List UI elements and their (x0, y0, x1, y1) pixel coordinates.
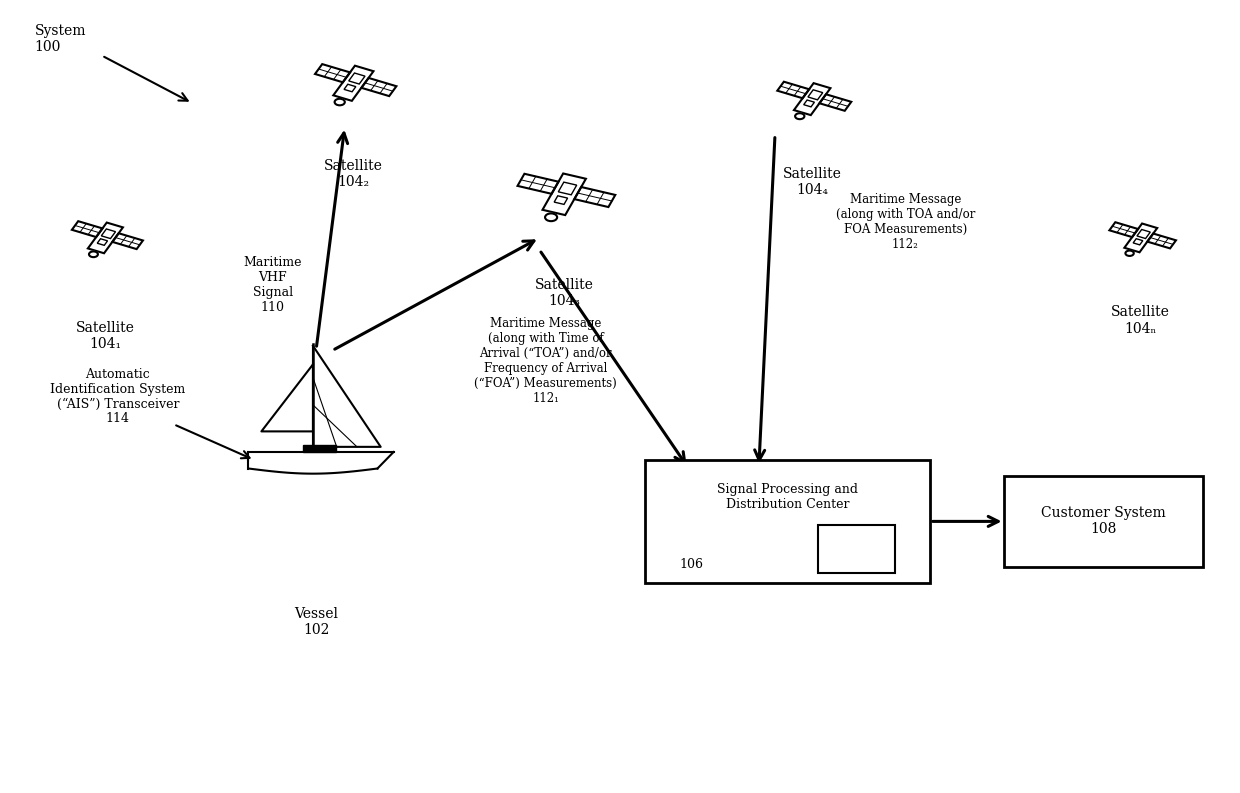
Polygon shape (1133, 239, 1143, 245)
Polygon shape (334, 66, 373, 101)
Polygon shape (348, 73, 365, 84)
Polygon shape (312, 346, 381, 447)
Polygon shape (808, 90, 823, 100)
Text: Vessel
102: Vessel 102 (294, 607, 339, 637)
Text: Satellite
104₂: Satellite 104₂ (324, 159, 383, 189)
Polygon shape (102, 229, 115, 239)
Polygon shape (558, 182, 577, 195)
Polygon shape (543, 174, 585, 215)
Polygon shape (262, 365, 312, 431)
Text: Satellite
104₄: Satellite 104₄ (782, 167, 842, 197)
Polygon shape (517, 174, 558, 193)
Circle shape (795, 113, 805, 119)
Polygon shape (1125, 224, 1157, 252)
Polygon shape (1137, 229, 1151, 239)
Polygon shape (88, 223, 123, 253)
Polygon shape (574, 187, 615, 207)
Text: Signal Processing and
Distribution Center: Signal Processing and Distribution Cente… (717, 483, 858, 511)
Polygon shape (777, 82, 810, 98)
Polygon shape (315, 64, 350, 82)
Polygon shape (304, 445, 336, 452)
Polygon shape (113, 233, 143, 249)
Text: Satellite
104ₙ: Satellite 104ₙ (1111, 305, 1171, 335)
Circle shape (335, 99, 345, 105)
Polygon shape (361, 78, 397, 96)
Polygon shape (97, 239, 108, 245)
Polygon shape (794, 83, 831, 115)
Polygon shape (1147, 233, 1176, 248)
Text: Maritime Message
(along with Time of
Arrival (“TOA”) and/or
Frequency of Arrival: Maritime Message (along with Time of Arr… (474, 317, 618, 404)
Circle shape (1126, 251, 1133, 256)
Polygon shape (72, 221, 103, 237)
Text: 116: 116 (844, 542, 869, 555)
Text: System
100: System 100 (35, 24, 87, 54)
Bar (818, 525, 895, 573)
Polygon shape (1110, 222, 1138, 237)
Text: Automatic
Identification System
(“AIS”) Transceiver
114: Automatic Identification System (“AIS”) … (50, 367, 186, 426)
Bar (645, 460, 930, 583)
Polygon shape (248, 452, 393, 473)
Circle shape (89, 251, 98, 257)
Text: Satellite
104₁: Satellite 104₁ (76, 321, 135, 351)
Text: Maritime Message
(along with TOA and/or
FOA Measurements)
112₂: Maritime Message (along with TOA and/or … (836, 193, 975, 251)
Polygon shape (343, 84, 356, 92)
Bar (1004, 476, 1203, 567)
Text: 106: 106 (680, 558, 704, 571)
Circle shape (546, 213, 557, 221)
Polygon shape (804, 100, 815, 107)
Text: Satellite
104₃: Satellite 104₃ (534, 278, 594, 308)
Text: Maritime
VHF
Signal
110: Maritime VHF Signal 110 (243, 256, 303, 315)
Text: Customer System
108: Customer System 108 (1042, 506, 1166, 537)
Polygon shape (820, 94, 852, 111)
Polygon shape (554, 196, 568, 205)
